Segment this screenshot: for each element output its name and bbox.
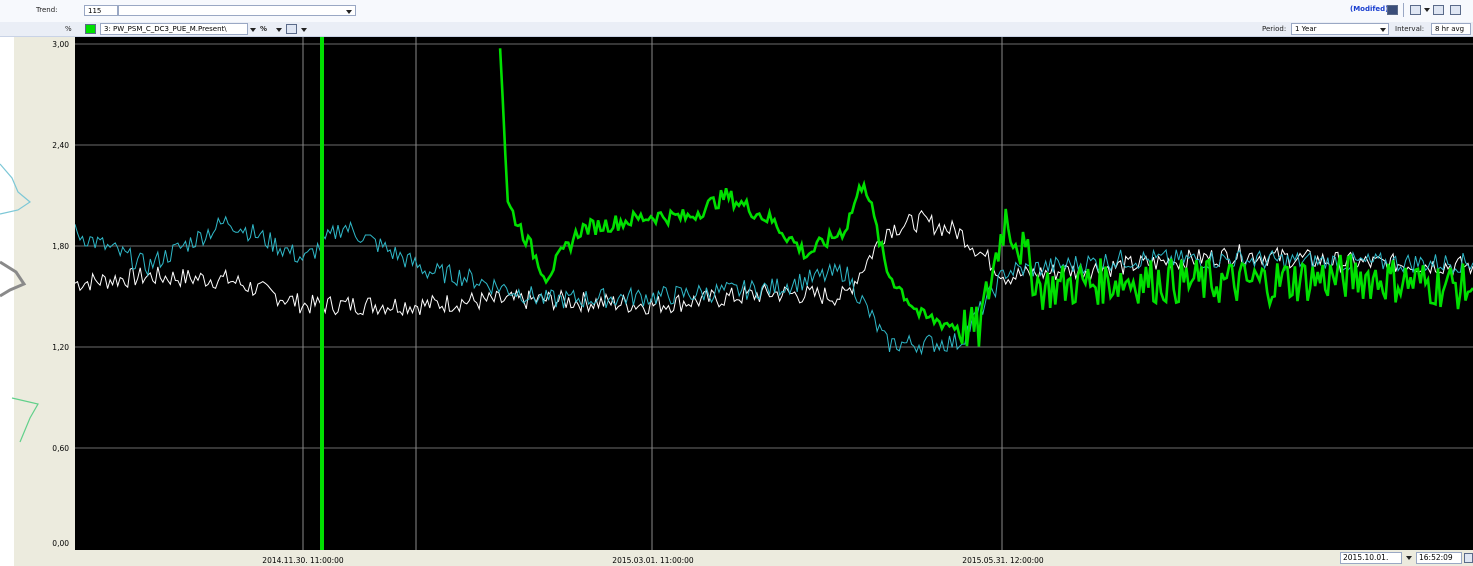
y-tick-label: 3,00 <box>52 40 69 49</box>
toolbar-divider <box>1403 3 1404 17</box>
period-label: Period: <box>1262 25 1287 33</box>
scale-icon[interactable] <box>286 24 297 34</box>
stepper-icon[interactable] <box>1464 553 1473 563</box>
chevron-down-icon[interactable] <box>1380 28 1386 32</box>
arrow-sketch-icon <box>11 397 39 443</box>
x-axis: 2014.11.30. 11:00:00 2015.03.01. 11:00:0… <box>14 550 1473 566</box>
percent-menu[interactable]: % <box>260 25 268 33</box>
interval-label: Interval: <box>1395 25 1425 33</box>
chevron-down-icon[interactable] <box>1424 8 1430 12</box>
save-icon[interactable] <box>1387 5 1398 15</box>
series-toolbar: % 3: PW_PSM_C_DC3_PUE_M.Present\ % Perio… <box>0 22 1473 37</box>
end-date-field[interactable]: 2015.10.01. <box>1340 552 1402 564</box>
series-line-0 <box>498 48 1473 347</box>
chevron-down-icon[interactable] <box>301 28 307 32</box>
sketch-marks <box>0 163 39 443</box>
trend-plot-area[interactable] <box>75 37 1473 550</box>
series-color-swatch[interactable] <box>85 24 96 34</box>
x-tick-label: 2014.11.30. 11:00:00 <box>262 556 344 565</box>
trend-number-field[interactable]: 115 <box>84 5 118 16</box>
y-tick-label: 0,60 <box>52 444 69 453</box>
x-tick-label: 2015.03.01. 11:00:00 <box>612 556 694 565</box>
left-margin <box>0 37 14 566</box>
y-tick-label: 1,80 <box>52 242 69 251</box>
chevron-down-icon[interactable] <box>276 28 282 32</box>
modified-indicator: (Modifed) <box>1350 5 1389 13</box>
trend-name-dropdown[interactable] <box>118 5 356 16</box>
arrow-sketch-icon <box>0 260 27 298</box>
y-tick-label: 0,00 <box>52 539 69 548</box>
chart-type-icon[interactable] <box>1410 5 1421 15</box>
table-icon[interactable] <box>1433 5 1444 15</box>
y-tick-label: 1,20 <box>52 343 69 352</box>
print-icon[interactable] <box>1450 5 1461 15</box>
trend-chart <box>75 37 1473 550</box>
y-tick-label: 2,40 <box>52 141 69 150</box>
series-line-2 <box>75 209 1473 317</box>
series-selector[interactable]: 3: PW_PSM_C_DC3_PUE_M.Present\ <box>100 23 248 35</box>
chevron-down-icon[interactable] <box>1406 556 1412 560</box>
y-axis: 3,00 2,40 1,80 1,20 0,60 0,00 <box>14 37 75 550</box>
period-dropdown[interactable]: 1 Year <box>1291 23 1389 35</box>
trend-label: Trend: <box>36 6 58 14</box>
x-tick-label: 2015.05.31. 12:00:00 <box>962 556 1044 565</box>
arrow-sketch-icon <box>0 163 32 215</box>
interval-dropdown[interactable]: 8 hr avg <box>1431 23 1471 35</box>
chevron-down-icon[interactable] <box>250 28 256 32</box>
unit-label: % <box>65 25 72 33</box>
trend-toolbar: Trend: 115 (Modifed) <box>0 0 1473 22</box>
chevron-down-icon[interactable] <box>346 10 352 14</box>
end-time-field[interactable]: 16:52:09 <box>1416 552 1462 564</box>
series-line-1 <box>75 215 1473 356</box>
